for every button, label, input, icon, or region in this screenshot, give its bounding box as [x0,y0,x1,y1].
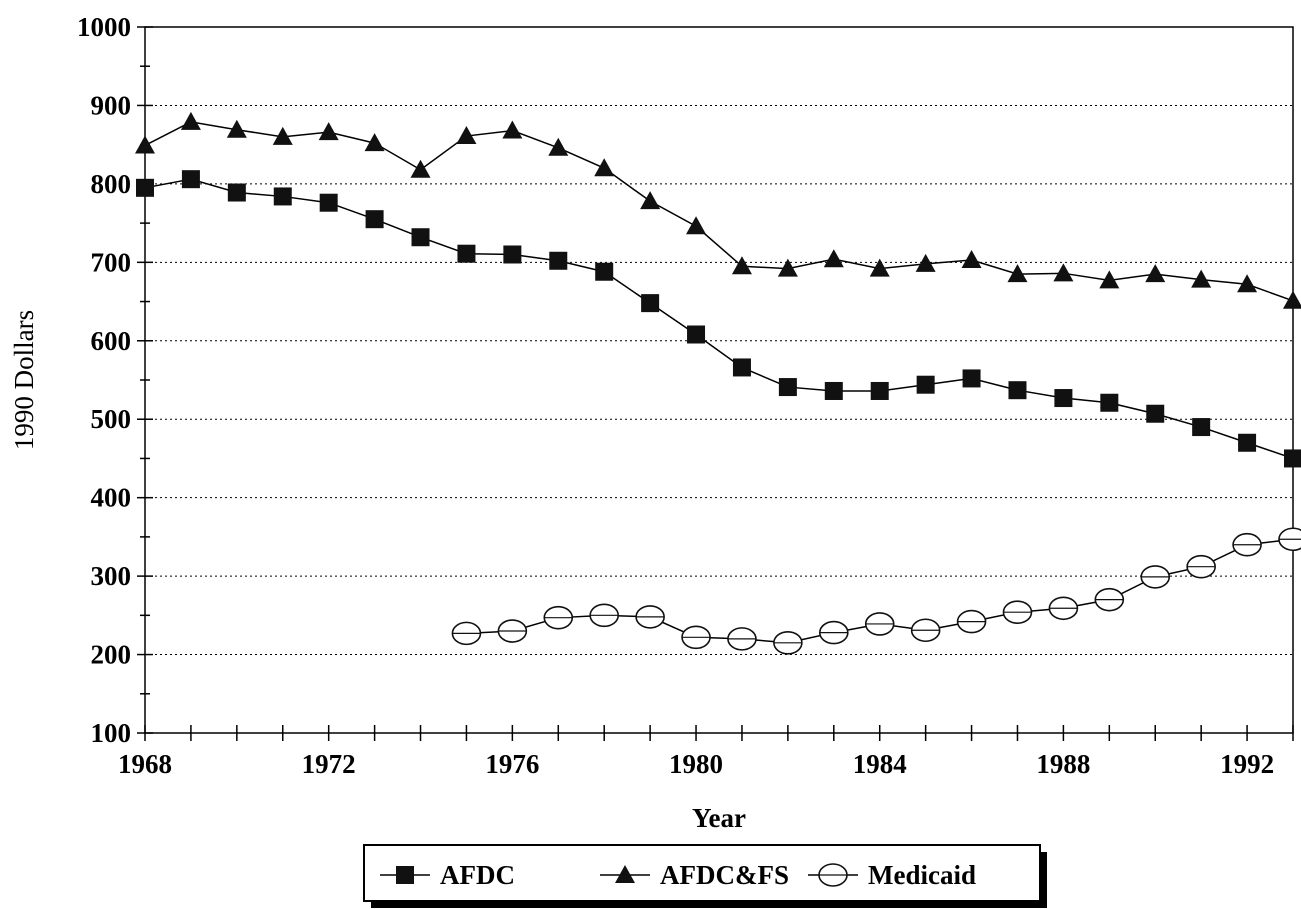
point-afdc-fs-1974 [410,159,431,178]
point-afdc-1968 [136,178,154,197]
series-line-afdc-fs [144,121,1294,302]
point-afdc-1986 [962,369,981,388]
point-afdc-1980 [687,325,706,344]
point-afdc-fs-1991 [1191,269,1212,288]
y-tick-label-300: 300 [91,561,132,591]
y-tick-label-900: 900 [91,90,132,120]
y-tick-label-600: 600 [91,326,132,356]
point-afdc-fs-1984 [869,258,890,277]
point-afdc-1971 [273,187,292,206]
point-afdc-1991 [1192,418,1211,437]
legend-entries: AFDC AFDC&FS Medicaid [380,860,976,890]
point-afdc-1981 [732,358,751,377]
x-tick-label-1980: 1980 [669,749,723,779]
point-afdc-1985 [916,375,935,394]
point-afdc-fs-1972 [318,122,339,141]
point-afdc-fs-1983 [823,249,844,268]
point-afdc-fs-1990 [1145,264,1166,283]
legend-label-afdc: AFDC [440,860,515,890]
point-afdc-1978 [595,262,614,281]
x-axis-label: Year [692,803,746,833]
x-tick-label-1984: 1984 [853,749,907,779]
y-axis-label: 1990 Dollars [9,310,39,450]
legend-box [363,844,1041,902]
point-afdc-fs-1987 [1007,264,1028,283]
y-tick-label-700: 700 [91,247,132,277]
legend-label-afdc-fs: AFDC&FS [660,860,789,890]
gridlines [145,104,1293,656]
point-afdc-1973 [365,210,384,229]
point-afdc-1974 [411,228,430,247]
x-tick-label-1992: 1992 [1220,749,1274,779]
point-afdc-1977 [549,251,568,270]
point-afdc-fs-1989 [1099,270,1120,289]
point-afdc-1979 [641,294,660,313]
point-afdc-fs-1968 [135,135,155,154]
point-afdc-1982 [778,378,797,397]
point-afdc-fs-1981 [731,256,752,275]
x-tick-label-1972: 1972 [302,749,356,779]
point-afdc-fs-1975 [456,126,477,145]
legend-marker-afdc [396,866,414,884]
point-afdc-1975 [457,244,476,263]
x-tick-label-1988: 1988 [1036,749,1090,779]
point-afdc-fs-1986 [961,249,982,268]
legend: AFDC AFDC&FS Medicaid [363,844,1047,908]
x-tick-label-1968: 1968 [118,749,172,779]
point-afdc-fs-1992 [1237,274,1258,293]
point-afdc-fs-1993 [1283,290,1301,309]
point-afdc-1972 [319,193,338,212]
y-tick-label-500: 500 [91,404,132,434]
point-afdc-1983 [824,381,843,400]
y-tick-label-800: 800 [91,169,132,199]
legend-label-medicaid: Medicaid [868,860,976,890]
point-afdc-1990 [1146,404,1165,423]
point-afdc-1976 [503,245,522,264]
point-afdc-1970 [227,183,246,202]
x-tick-label-1976: 1976 [485,749,539,779]
point-afdc-fs-1977 [548,137,569,156]
y-tick-label-100: 100 [91,718,132,748]
point-afdc-fs-1976 [502,120,523,139]
series-line-afdc [144,178,1294,460]
y-tick-label-1000: 1000 [77,12,131,42]
point-afdc-fs-1979 [640,191,661,210]
point-afdc-fs-1978 [594,158,615,177]
point-afdc-1984 [870,381,889,400]
point-afdc-fs-1982 [777,258,798,277]
point-afdc-1993 [1284,449,1301,468]
axes [137,26,1294,741]
legend-marker-afdc-fs [615,865,635,883]
series [135,111,1301,655]
point-afdc-fs-1970 [226,119,247,138]
point-afdc-fs-1985 [915,253,936,272]
point-afdc-fs-1973 [364,133,385,152]
point-afdc-fs-1969 [180,111,201,130]
point-afdc-1969 [181,170,200,189]
point-afdc-fs-1971 [272,126,293,145]
point-afdc-1989 [1100,393,1119,412]
point-afdc-1988 [1054,389,1073,408]
point-afdc-fs-1980 [686,216,707,235]
point-afdc-1992 [1238,433,1257,452]
point-afdc-1987 [1008,381,1027,400]
tick-labels: 100 200 300 400 500 600 700 800 900 1000 1968 1972 1… [77,12,1274,779]
point-afdc-fs-1988 [1053,263,1074,282]
y-tick-label-200: 200 [91,640,132,670]
y-tick-label-400: 400 [91,483,132,513]
